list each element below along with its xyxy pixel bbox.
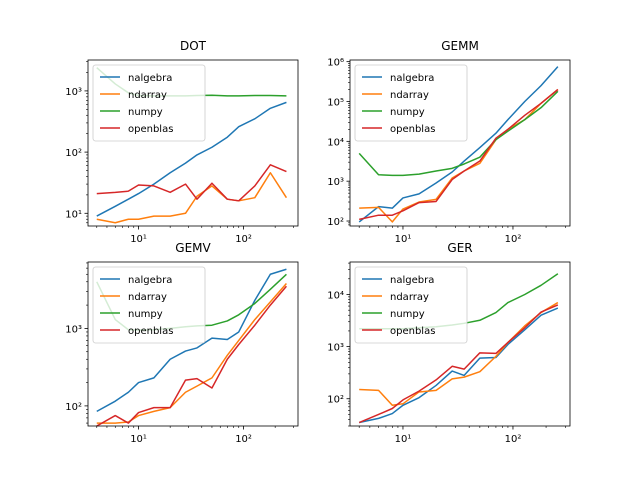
legend-label: numpy [128, 107, 163, 118]
legend-label: nalgebra [390, 73, 434, 84]
legend-label: openblas [128, 326, 173, 337]
legend: nalgebra ndarray numpy openblas [92, 266, 206, 344]
y-tick-label: 10³ [327, 177, 344, 188]
legend-label: nalgebra [390, 275, 434, 286]
subplot-dot: DOT 10¹ 10² 10¹ 10² 10³ nalgebra ndarray numpy op… [65, 39, 299, 245]
y-tick-label: 10³ [65, 87, 82, 98]
y-tick-label: 10² [327, 217, 344, 228]
series-line-openblas [359, 88, 559, 221]
legend-label: openblas [390, 124, 435, 135]
subplot-gemv: GEMV 10¹ 10² 10² 10³ nalgebra ndarray numpy open… [65, 241, 299, 445]
x-tick-label: 10¹ [395, 234, 412, 245]
legend-label: openblas [128, 124, 173, 135]
axes-frame [87, 261, 299, 427]
y-tick-label: 10⁴ [327, 290, 344, 301]
legend: nalgebra ndarray numpy openblas [354, 64, 468, 142]
series-line-ndarray [359, 301, 559, 407]
axes-frame [87, 59, 299, 227]
chart-title: GEMV [175, 241, 211, 255]
y-tick-label: 10² [65, 402, 82, 413]
legend-box [92, 64, 206, 142]
legend-box [354, 64, 468, 142]
series-line-openblas [96, 285, 287, 427]
legend-label: nalgebra [128, 275, 172, 286]
legend-label: numpy [390, 309, 425, 320]
x-tick-label: 10² [505, 234, 522, 245]
y-tick-label: 10³ [327, 343, 344, 354]
x-tick-label: 10² [505, 434, 522, 445]
y-tick-label: 10² [327, 395, 344, 406]
x-tick-label: 10¹ [130, 434, 147, 445]
legend-label: ndarray [128, 292, 167, 303]
legend-label: ndarray [128, 90, 167, 101]
chart-title: GEMM [441, 39, 479, 53]
axes-frame [349, 261, 571, 427]
y-tick-label: 10⁵ [327, 97, 344, 108]
y-tick-label: 10⁶ [327, 58, 344, 69]
series-line-nalgebra [359, 307, 559, 424]
y-tick-label: 10² [65, 148, 82, 159]
y-tick-label: 10⁴ [327, 137, 344, 148]
series-line-openblas [358, 304, 559, 424]
y-tick-label: 10³ [65, 324, 82, 335]
series-line-nalgebra [96, 101, 287, 217]
x-tick-label: 10¹ [395, 434, 412, 445]
x-tick-label: 10¹ [130, 234, 147, 245]
legend-label: ndarray [390, 90, 429, 101]
legend-label: openblas [390, 326, 435, 337]
series-line-numpy [358, 90, 559, 177]
series-line-ndarray [96, 171, 288, 224]
subplot-ger: GER 10¹ 10² 10² 10³ 10⁴ nalgebra ndarray numpy op… [327, 241, 571, 445]
x-tick-label: 10² [235, 234, 252, 245]
legend: nalgebra ndarray numpy openblas [354, 266, 468, 344]
axes-frame [349, 59, 571, 227]
legend-label: numpy [128, 309, 163, 320]
legend-label: ndarray [390, 292, 429, 303]
chart-title: GER [447, 241, 472, 255]
y-tick-label: 10¹ [65, 209, 82, 220]
chart-title: DOT [180, 39, 207, 53]
series-line-openblas [96, 164, 287, 202]
subplot-gemm: GEMM 10¹ 10² 10² 10³ 10⁴ 10⁵ 10⁶ nalgebra ndarray… [327, 39, 571, 245]
legend-box [354, 266, 468, 344]
legend-label: nalgebra [128, 73, 172, 84]
legend-box [92, 266, 206, 344]
legend-label: numpy [390, 107, 425, 118]
x-tick-label: 10² [235, 434, 252, 445]
legend: nalgebra ndarray numpy openblas [92, 64, 206, 142]
